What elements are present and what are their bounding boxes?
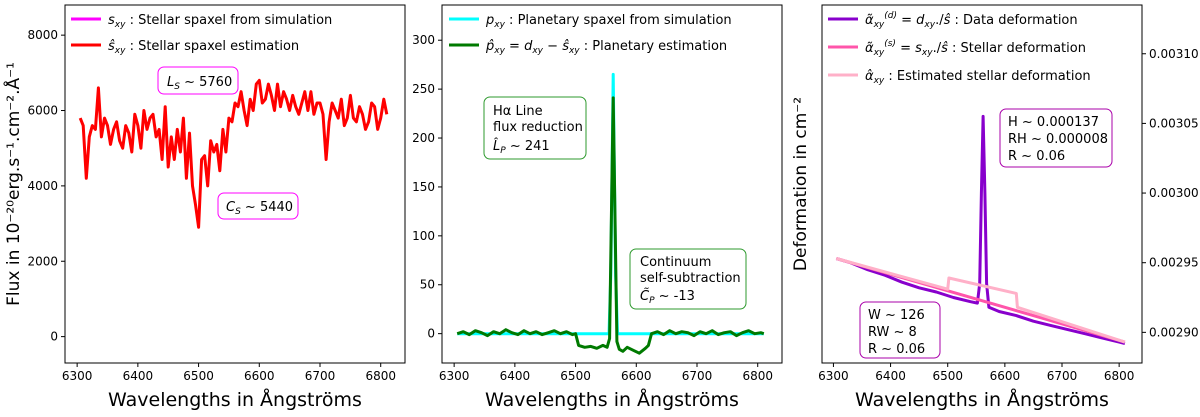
svg-text:R ~ 0.06: R ~ 0.06 <box>868 342 925 357</box>
y-tick-label-planetary-4: 200 <box>412 131 435 145</box>
x-tick-label-stellar-2: 6500 <box>183 369 214 383</box>
y-tick-label-deformation-3: 0.00305 <box>1149 116 1199 130</box>
annotation-width: W ~ 126 RW ~ 8 R ~ 0.06 <box>859 301 941 359</box>
x-tick-label-stellar-5: 6800 <box>365 369 396 383</box>
y-tick-label-planetary-5: 250 <box>412 82 435 96</box>
x-tick-label-planetary-2: 6500 <box>560 369 591 383</box>
panel-deformation: 6300 6400 6500 6600 6700 6800 0.00290 0.00295 0.… <box>791 4 1199 411</box>
y-tick-label-stellar-0: 0 <box>50 330 58 344</box>
x-tick-label-deformation-0: 6300 <box>818 369 849 383</box>
panel-deformation-frame <box>821 4 1143 364</box>
x-tick-label-planetary-5: 6800 <box>742 369 773 383</box>
y-tick-label-stellar-3: 6000 <box>27 104 58 118</box>
annotation-continuum: Continuum self-subtraction C̃P ~ -13 <box>629 248 747 310</box>
annotation-halpha: Hα Line flux reduction L̂P ~ 241 <box>483 96 587 160</box>
y-tick-label-deformation-4: 0.00310 <box>1149 47 1199 61</box>
x-tick-label-planetary-3: 6600 <box>621 369 652 383</box>
y-tick-label-planetary-0: 0 <box>427 327 435 341</box>
x-tick-label-deformation-1: 6400 <box>875 369 906 383</box>
x-tick-label-planetary-1: 6400 <box>500 369 531 383</box>
y-tick-label-deformation-0: 0.00290 <box>1149 325 1199 339</box>
y-tick-label-planetary-1: 50 <box>420 278 435 292</box>
svg-text:R ~ 0.06: R ~ 0.06 <box>1008 149 1065 164</box>
legend-label-stellar-def: α̃xy(s) = sxy./ŝ : Stellar deformation <box>865 39 1086 58</box>
y-tick-label-planetary-2: 100 <box>412 229 435 243</box>
legend-label-planetary-est: p̂xy = dxy − ŝxy : Planetary estimation <box>485 39 727 56</box>
svg-text:RH ~ 0.000008: RH ~ 0.000008 <box>1008 132 1108 147</box>
y-tick-label-deformation-2: 0.00300 <box>1149 186 1199 200</box>
svg-text:CS ~ 5440: CS ~ 5440 <box>226 200 293 217</box>
panel-planetary-xlabel: Wavelengths in Ångströms <box>485 388 739 411</box>
svg-text:C̃P ~ -13: C̃P ~ -13 <box>640 289 695 306</box>
series-line-planetary-1 <box>456 96 765 355</box>
svg-text:flux reduction: flux reduction <box>493 120 583 135</box>
panel-planetary-legend: pxy : Planetary spaxel from simulation p… <box>449 13 732 56</box>
svg-text:Hα Line: Hα Line <box>493 104 543 119</box>
y-tick-label-stellar-1: 2000 <box>27 254 58 268</box>
panel-stellar: 6300 6400 6500 6600 6700 6800 0 2000 4000 6000 800… <box>2 4 406 411</box>
x-tick-label-stellar-3: 6600 <box>244 369 275 383</box>
svg-text:LS ~ 5760: LS ~ 5760 <box>167 75 232 92</box>
legend-label-stellar-sim: sxy : Stellar spaxel from simulation <box>108 13 332 30</box>
x-tick-label-deformation-5: 6800 <box>1104 369 1135 383</box>
series-line-deformation-2 <box>835 257 1126 344</box>
y-tick-label-planetary-3: 150 <box>412 180 435 194</box>
svg-text:Continuum: Continuum <box>640 255 711 270</box>
panel-stellar-legend: sxy : Stellar spaxel from simulation ŝxy… <box>71 13 332 56</box>
svg-text:RW ~ 8: RW ~ 8 <box>868 325 917 340</box>
x-tick-label-deformation-3: 6600 <box>990 369 1021 383</box>
annotation-ls: LS ~ 5760 <box>157 66 239 95</box>
y-tick-label-stellar-2: 4000 <box>27 179 58 193</box>
series-line-planetary-0 <box>457 72 764 336</box>
svg-text:self-subtraction: self-subtraction <box>640 271 741 286</box>
x-tick-label-stellar-0: 6300 <box>62 369 93 383</box>
legend-label-planetary-sim: pxy : Planetary spaxel from simulation <box>485 13 732 30</box>
x-tick-label-stellar-1: 6400 <box>123 369 154 383</box>
panel-deformation-ylabel: Deformation in cm⁻² <box>791 97 811 271</box>
series-line-stellar-1 <box>78 78 389 229</box>
panel-deformation-xlabel: Wavelengths in Ångströms <box>855 388 1109 411</box>
panel-stellar-frame <box>64 4 406 364</box>
x-tick-label-planetary-4: 6700 <box>682 369 713 383</box>
svg-text:W ~ 126: W ~ 126 <box>868 308 925 323</box>
series-line-deformation-0 <box>835 114 1126 345</box>
svg-text:L̂P ~ 241: L̂P ~ 241 <box>493 139 550 156</box>
x-tick-label-deformation-2: 6500 <box>932 369 963 383</box>
x-tick-label-stellar-4: 6700 <box>305 369 336 383</box>
legend-label-est-def: α̂xy : Estimated stellar deformation <box>865 69 1091 86</box>
legend-label-stellar-est: ŝxy : Stellar spaxel estimation <box>108 39 299 56</box>
panel-stellar-ylabel: Flux in 10⁻²⁰erg.s⁻¹.cm⁻².Å⁻¹ <box>2 62 24 306</box>
svg-text:H ~ 0.000137: H ~ 0.000137 <box>1008 115 1099 130</box>
y-tick-label-planetary-6: 300 <box>412 33 435 47</box>
y-tick-label-deformation-1: 0.00295 <box>1149 256 1199 270</box>
x-tick-label-planetary-0: 6300 <box>439 369 470 383</box>
panel-planetary: 6300 6400 6500 6600 6700 6800 0 50 100 150 200 250 3… <box>412 4 783 411</box>
y-tick-label-stellar-4: 8000 <box>27 28 58 42</box>
panel-stellar-xlabel: Wavelengths in Ångströms <box>108 388 362 411</box>
annotation-cs: CS ~ 5440 <box>217 192 299 220</box>
panel-planetary-frame <box>441 4 783 364</box>
legend-label-data-def: α̃xy(d) = dxy./ŝ : Data deformation <box>865 11 1078 30</box>
panel-deformation-legend: α̃xy(d) = dxy./ŝ : Data deformation α̃xy… <box>828 11 1091 86</box>
x-tick-label-deformation-4: 6700 <box>1047 369 1078 383</box>
annotation-height: H ~ 0.000137 RH ~ 0.000008 R ~ 0.06 <box>999 108 1113 168</box>
